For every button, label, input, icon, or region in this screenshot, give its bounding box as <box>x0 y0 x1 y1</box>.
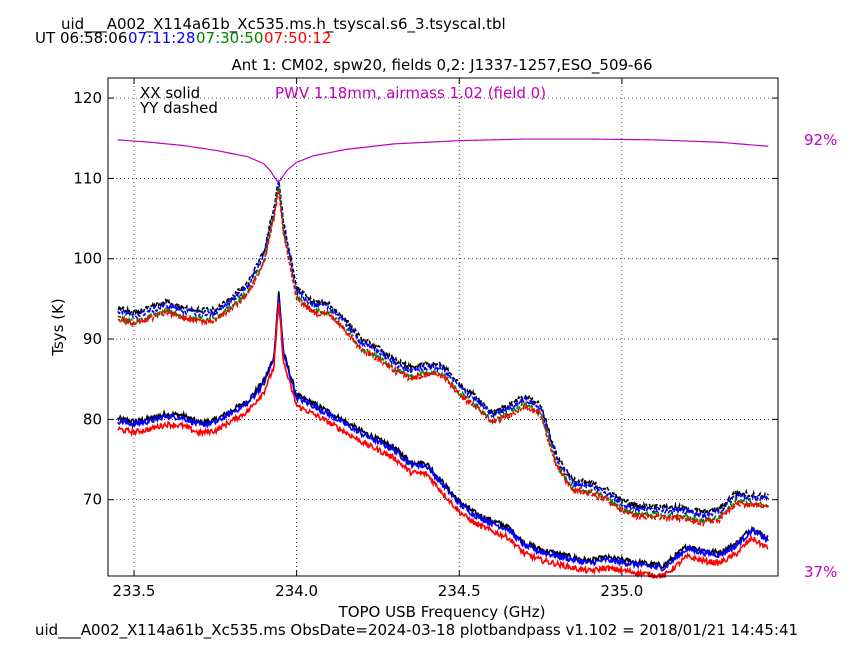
x-tick-label: 234.5 <box>438 582 481 600</box>
y-axis-label: Tsys (K) <box>49 298 67 357</box>
x-tick-label: 233.5 <box>113 582 156 600</box>
y-tick-label: 120 <box>73 89 102 107</box>
series-xx-2 <box>117 302 769 580</box>
ut-time-3: 07:30:50 <box>196 29 263 47</box>
grid-lines <box>108 78 778 576</box>
y-tick-label: 90 <box>83 330 102 348</box>
atmosphere-transmission-line <box>117 138 769 182</box>
ut-label: UT <box>35 29 56 47</box>
legend-yy: YY dashed <box>139 99 218 117</box>
series-yy-5 <box>117 185 769 525</box>
series-xx-1 <box>117 296 769 572</box>
y-tick-label: 100 <box>73 250 102 268</box>
transmission-bottom-label: 37% <box>804 563 837 581</box>
x-tick-label: 235.0 <box>600 582 643 600</box>
y-tick-label: 110 <box>73 169 102 187</box>
plot-series <box>117 138 770 580</box>
chart-title: Ant 1: CM02, spw20, fields 0,2: J1337-12… <box>231 56 652 75</box>
footer-text: uid___A002_X114a61b_Xc535.ms ObsDate=202… <box>35 621 798 640</box>
legend-xx: XX solid <box>140 84 200 102</box>
y-tick-label: 80 <box>83 410 102 428</box>
ut-time-4: 07:50:12 <box>264 29 331 47</box>
x-tick-label: 234.0 <box>275 582 318 600</box>
file-title: uid___A002_X114a61b_Xc535.ms.h_tsyscal.s… <box>61 15 506 34</box>
series-yy-6 <box>117 189 770 528</box>
axis-ticks: 233.5 234.0 234.5 235.0 70 80 90 100 110 120 <box>73 78 778 600</box>
plot-frame <box>107 77 779 577</box>
series-yy-3 <box>117 180 769 517</box>
transmission-top-label: 92% <box>804 131 837 149</box>
ut-time-1: 06:58:06 <box>60 29 127 47</box>
series-yy-4 <box>117 181 769 520</box>
pwv-annotation: PWV 1.18mm, airmass 1.02 (field 0) <box>275 84 546 102</box>
ut-time-2: 07:11:28 <box>128 29 195 47</box>
y-tick-label: 70 <box>83 491 102 509</box>
x-axis-label: TOPO USB Frequency (GHz) <box>338 603 546 621</box>
